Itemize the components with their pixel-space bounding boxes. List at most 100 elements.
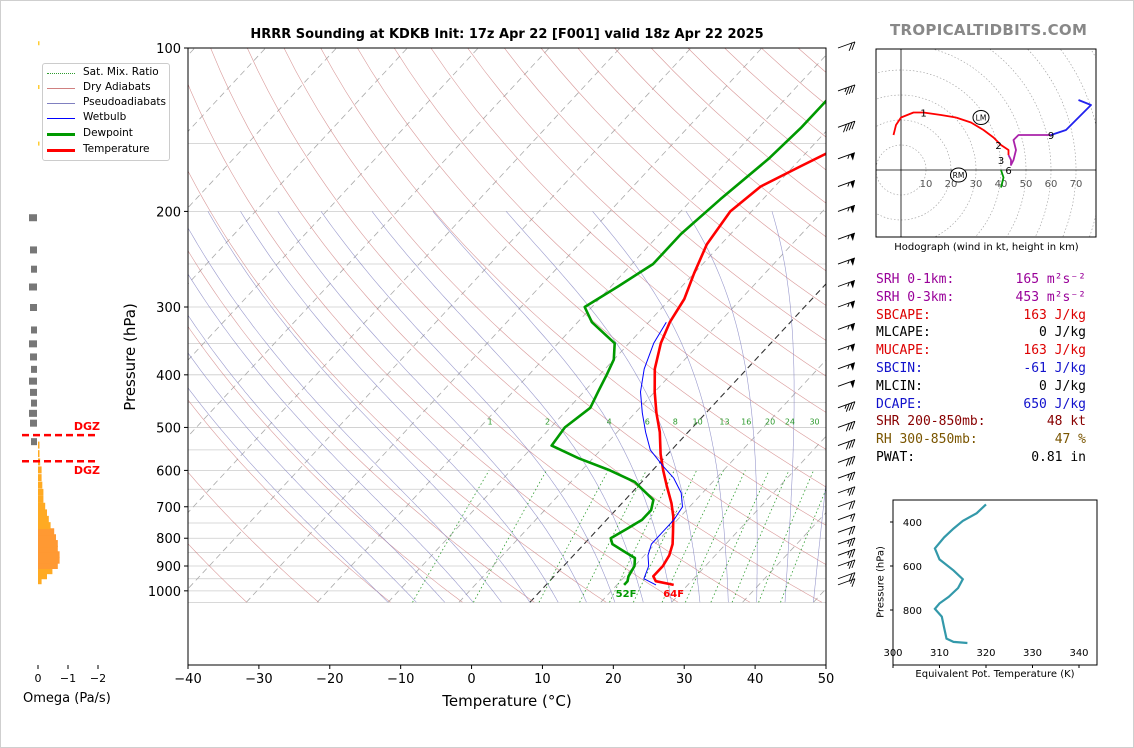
isotherm bbox=[316, 54, 826, 603]
pseudoadiabat bbox=[188, 314, 446, 603]
storm-motion-label: RM bbox=[953, 171, 965, 180]
barb-full bbox=[848, 440, 853, 449]
wind-barb bbox=[837, 279, 856, 289]
dry-adiabat bbox=[210, 48, 751, 603]
dry-adiabat bbox=[188, 83, 679, 603]
omega-bar bbox=[38, 562, 58, 570]
surface-temperature-label: 64F bbox=[663, 589, 684, 600]
barb-half bbox=[847, 488, 850, 493]
wind-barb bbox=[837, 41, 856, 52]
barb-flag bbox=[850, 180, 855, 189]
sat-mix-ratio-line bbox=[661, 470, 724, 603]
barb-flag bbox=[850, 233, 855, 242]
barb-flag bbox=[850, 205, 855, 214]
isotherm bbox=[188, 48, 337, 209]
barb-full bbox=[851, 121, 856, 130]
wind-barb bbox=[837, 559, 856, 570]
barb-full bbox=[845, 441, 850, 450]
barb-full bbox=[848, 402, 853, 411]
parameter-row: RH 300-850mb: 47 % bbox=[876, 432, 1096, 450]
parameter-value: -61 J/kg bbox=[1023, 360, 1086, 376]
barb-full bbox=[848, 457, 853, 466]
x-tick-label: 10 bbox=[534, 672, 551, 687]
dgz-label: DGZ bbox=[74, 464, 100, 477]
omega-bar bbox=[31, 399, 37, 407]
ept-y-tick-label: 600 bbox=[903, 562, 922, 573]
omega-bar bbox=[38, 481, 43, 489]
omega-bar bbox=[31, 365, 37, 373]
barb-half bbox=[850, 514, 853, 519]
wind-barb bbox=[837, 572, 856, 582]
parameter-label: SHR 200-850mb: bbox=[876, 414, 986, 430]
barb-full bbox=[845, 403, 850, 412]
omega-bar bbox=[29, 409, 37, 417]
sat-mix-ratio-swatch bbox=[47, 73, 75, 74]
barb-full bbox=[848, 472, 853, 482]
omega-bar bbox=[38, 572, 47, 580]
hodograph-trace bbox=[1050, 99, 1092, 136]
parameter-label: SRH 0-1km: bbox=[876, 272, 955, 287]
y-tick-label: 800 bbox=[156, 532, 181, 547]
isotherm bbox=[188, 48, 621, 514]
hodograph-height-label: 1 bbox=[920, 109, 926, 120]
wind-barb bbox=[837, 439, 856, 450]
pseudoadiabat-swatch bbox=[47, 103, 75, 104]
parameter-label: DCAPE: bbox=[876, 396, 923, 412]
ept-x-tick-label: 330 bbox=[1023, 648, 1042, 659]
parameter-label: SBCAPE: bbox=[876, 307, 931, 323]
dewpoint-swatch bbox=[47, 133, 75, 136]
storm-motion-marker bbox=[950, 167, 967, 183]
x-tick-label: −20 bbox=[316, 672, 343, 687]
barb-full bbox=[851, 525, 856, 535]
omega-bar bbox=[38, 509, 47, 517]
x-axis-label: Temperature (°C) bbox=[442, 692, 572, 710]
parameter-value: 163 J/kg bbox=[1023, 307, 1086, 323]
barb-full bbox=[845, 423, 850, 432]
mix-ratio-label: 1 bbox=[488, 417, 493, 426]
barb-full bbox=[851, 456, 856, 465]
wind-barb bbox=[837, 300, 856, 309]
pseudoadiabat bbox=[207, 211, 531, 603]
barb-full bbox=[848, 573, 853, 582]
legend-label: Dewpoint bbox=[83, 127, 133, 139]
legend-entry: Dewpoint bbox=[47, 127, 167, 141]
hodograph-ring-label: 70 bbox=[1070, 179, 1083, 190]
x-tick-label: 40 bbox=[747, 672, 764, 687]
omega-bar bbox=[30, 353, 37, 361]
barb-half bbox=[847, 259, 850, 265]
y-axis-label: Pressure (hPa) bbox=[121, 303, 139, 411]
barb-half bbox=[847, 551, 850, 556]
barb-full bbox=[851, 41, 856, 51]
wind-barb bbox=[837, 420, 856, 432]
y-tick-label: 100 bbox=[156, 42, 181, 57]
x-tick-label: 0 bbox=[467, 672, 475, 687]
parameter-value: 163 J/kg bbox=[1023, 343, 1086, 359]
dry-adiabat bbox=[467, 48, 826, 377]
omega-bar bbox=[38, 41, 40, 46]
barb-staff bbox=[837, 439, 856, 446]
ept-x-tick-label: 320 bbox=[976, 648, 995, 659]
parameter-row: SBCIN: -61 J/kg bbox=[876, 361, 1096, 379]
pseudoadiabat bbox=[771, 211, 795, 603]
wind-barb bbox=[837, 471, 856, 482]
dry-adiabat bbox=[540, 48, 826, 306]
temperature-swatch bbox=[47, 149, 75, 152]
hodograph-ring-label: 60 bbox=[1045, 179, 1058, 190]
parameter-label: MLCIN: bbox=[876, 378, 923, 394]
wind-barb bbox=[837, 322, 856, 332]
barb-full bbox=[851, 500, 856, 509]
skew-t-inner: 1 2 4 6 8 10 13 16 20 24 30 36 bbox=[188, 48, 826, 603]
legend-entry: Dry Adiabats bbox=[47, 81, 167, 95]
wind-barb bbox=[837, 401, 856, 412]
y-tick-label: 200 bbox=[156, 205, 181, 220]
y-tick-label: 300 bbox=[156, 301, 181, 316]
y-tick-label: 500 bbox=[156, 421, 181, 436]
mix-ratio-label: 6 bbox=[645, 417, 650, 426]
pseudoadiabat bbox=[320, 211, 616, 603]
omega-bar bbox=[38, 450, 40, 458]
ept-y-tick-label: 800 bbox=[903, 606, 922, 617]
dry-adiabat bbox=[504, 48, 826, 341]
x-tick-label: −10 bbox=[387, 672, 414, 687]
sat-mix-ratio-line bbox=[731, 470, 790, 603]
legend-entry: Sat. Mix. Ratio bbox=[47, 66, 167, 80]
